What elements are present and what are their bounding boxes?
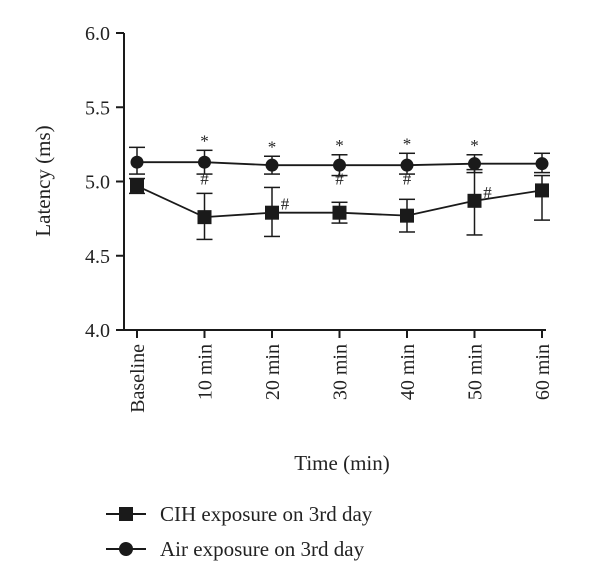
x-ticks: Baseline 10 min 20 min 30 min 40 min 50 min 60… [127,330,554,413]
data-point-square [400,208,414,223]
significance-star: * [200,131,209,150]
significance-star: * [403,134,412,153]
legend-label-air: Air exposure on 3rd day [160,537,365,561]
data-point-square [197,210,212,225]
y-tick-label: 5.5 [85,97,110,119]
significance-star: * [470,136,479,155]
significance-hash: # [483,183,492,202]
significance-hash: # [200,169,209,188]
x-axis-title: Time (min) [294,451,389,475]
data-point-square [265,205,279,220]
significance-star: * [268,137,277,156]
plot-area: 4.0 4.5 5.0 5.5 6.0 Baseline 10 min 20 min 30 m… [85,23,554,413]
x-tick-label: 40 min [397,344,419,400]
data-point-circle [198,155,211,169]
data-point-square [467,193,482,208]
legend-label-cih: CIH exposure on 3rd day [160,502,373,526]
x-tick-label: 10 min [195,344,217,400]
data-point-square [332,205,347,220]
series-cih [129,168,550,241]
data-point-square [130,178,144,193]
x-tick-label: Baseline [127,344,149,413]
data-point-circle [400,158,414,172]
data-point-circle [333,158,346,172]
legend-item-cih: CIH exposure on 3rd day [106,502,373,526]
data-point-circle [535,157,549,171]
significance-hash: # [335,169,344,188]
y-tick-label: 4.0 [85,320,110,342]
x-tick-label: 20 min [262,344,284,400]
significance-hash: # [403,169,412,188]
x-tick-label: 30 min [330,344,352,400]
x-tick-label: 60 min [532,344,554,400]
legend-item-air: Air exposure on 3rd day [106,537,365,561]
y-tick-label: 5.0 [85,172,110,194]
data-point-circle [468,157,481,171]
y-tick-label: 4.5 [85,246,110,268]
legend: CIH exposure on 3rd day Air exposure on … [106,502,373,561]
y-ticks: 4.0 4.5 5.0 5.5 6.0 [85,23,124,342]
series-layer [129,146,550,241]
data-point-square [535,183,549,198]
data-point-circle [130,155,144,169]
annotations: * * * * * # # # # # [200,131,492,213]
significance-hash: # [281,195,290,214]
y-axis-title: Latency (ms) [31,125,55,236]
y-tick-label: 6.0 [85,23,110,45]
x-tick-label: 50 min [465,344,487,400]
legend-marker-circle [119,542,133,556]
series-air [129,146,550,177]
significance-star: * [335,136,344,155]
data-point-circle [265,158,279,172]
legend-marker-square [119,507,133,521]
